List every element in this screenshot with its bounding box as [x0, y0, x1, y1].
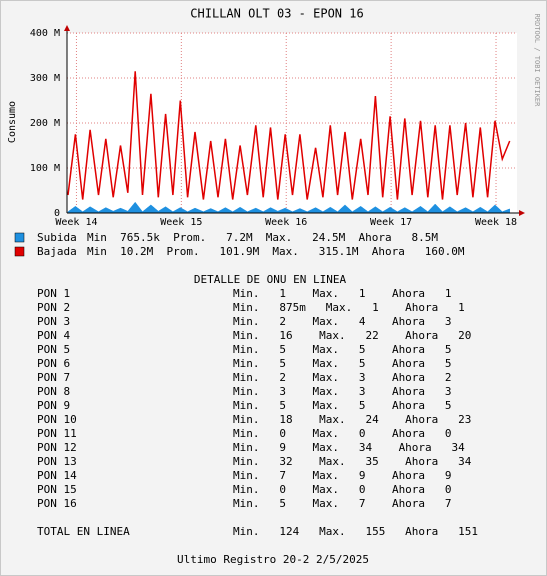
- row-stats: Min. 2 Max. 3 Ahora 2: [233, 371, 452, 384]
- x-tick-label: Week 17: [370, 217, 412, 228]
- row-name: PON 13: [37, 455, 77, 468]
- row-name: PON 6: [37, 357, 70, 370]
- row-stats: Min. 9 Max. 34 Ahora 34: [233, 441, 465, 454]
- row-name: PON 14: [37, 469, 77, 482]
- row-name: PON 5: [37, 343, 70, 356]
- row-name: PON 7: [37, 371, 70, 384]
- series-area: [67, 201, 510, 214]
- x-tick-label: Week 18: [475, 217, 517, 228]
- row-stats: Min. 875m Max. 1 Ahora 1: [233, 301, 465, 314]
- row-stats: Min. 16 Max. 22 Ahora 20: [233, 329, 471, 342]
- row-name: PON 16: [37, 497, 77, 510]
- row-stats: Min. 3 Max. 3 Ahora 3: [233, 385, 452, 398]
- row-name: PON 15: [37, 483, 77, 496]
- row-stats: Min. 5 Max. 7 Ahora 7: [233, 497, 452, 510]
- x-arrow: [519, 210, 525, 216]
- row-stats: Min. 5 Max. 5 Ahora 5: [233, 343, 452, 356]
- y-tick-label: 300 M: [30, 73, 60, 84]
- row-name: PON 12: [37, 441, 77, 454]
- legend-label: Subida: [37, 231, 77, 244]
- row-stats: Min. 18 Max. 24 Ahora 23: [233, 413, 471, 426]
- y-tick-label: 400 M: [30, 28, 60, 39]
- y-tick-label: 200 M: [30, 118, 60, 129]
- total-stats: Min. 124 Max. 155 Ahora 151: [233, 525, 478, 538]
- row-name: PON 11: [37, 427, 77, 440]
- total-name: TOTAL EN LINEA: [37, 525, 130, 538]
- legend-swatch: [14, 232, 25, 243]
- x-tick-label: Week 15: [160, 217, 202, 228]
- row-name: PON 10: [37, 413, 77, 426]
- y-axis-label: Consumo: [7, 101, 18, 143]
- marks: [67, 71, 511, 214]
- x-tick-label: Week 14: [55, 217, 97, 228]
- x-tick-label: Week 16: [265, 217, 307, 228]
- row-name: PON 4: [37, 329, 70, 342]
- series-line: [67, 71, 511, 200]
- row-stats: Min. 2 Max. 4 Ahora 3: [233, 315, 452, 328]
- footer: Ultimo Registro 20-2 2/5/2025: [177, 553, 369, 566]
- row-name: PON 3: [37, 315, 70, 328]
- labels: 0 100 M 200 M 300 M 400 M Week 14 Week 15 Week …: [14, 28, 517, 258]
- row-name: PON 8: [37, 385, 70, 398]
- chart-title: CHILLAN OLT 03 - EPON 16: [190, 7, 363, 21]
- y-tick-label: 100 M: [30, 163, 60, 174]
- watermark: RRDTOOL / TOBI OETIKER: [533, 14, 541, 108]
- legend-stats: Min 10.2M Prom. 101.9M Max. 315.1M Ahora…: [87, 245, 465, 258]
- row-name: PON 2: [37, 301, 70, 314]
- y-arrow: [64, 25, 70, 31]
- y-tick-label: 0: [54, 208, 60, 219]
- row-stats: Min. 32 Max. 35 Ahora 34: [233, 455, 472, 468]
- detail-title: DETALLE DE ONU EN LINEA: [194, 273, 347, 286]
- row-stats: Min. 0 Max. 0 Ahora 0: [233, 427, 452, 440]
- legend-swatch: [14, 246, 25, 257]
- row-stats: Min. 0 Max. 0 Ahora 0: [233, 483, 452, 496]
- row-stats: Min. 5 Max. 5 Ahora 5: [233, 357, 452, 370]
- row-stats: Min. 7 Max. 9 Ahora 9: [233, 469, 452, 482]
- legend-label: Bajada: [37, 245, 77, 258]
- row-stats: Min. 1 Max. 1 Ahora 1: [233, 287, 452, 300]
- row-stats: Min. 5 Max. 5 Ahora 5: [233, 399, 452, 412]
- legend-stats: Min 765.5k Prom. 7.2M Max. 24.5M Ahora 8…: [87, 231, 438, 244]
- row-name: PON 9: [37, 399, 70, 412]
- row-name: PON 1: [37, 287, 70, 300]
